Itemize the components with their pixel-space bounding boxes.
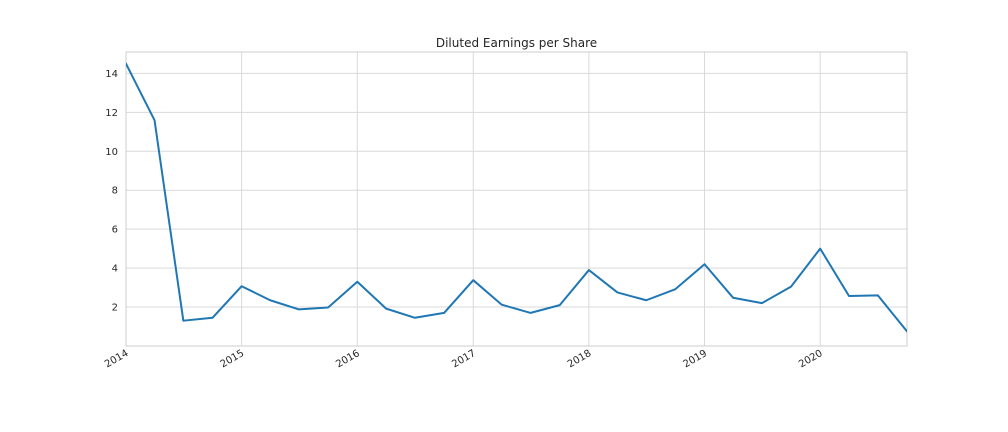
x-tick-label: 2015 [219,348,247,370]
x-tick-label: 2014 [103,348,131,370]
y-tick-label: 6 [112,225,118,236]
y-tick-label: 12 [105,108,118,119]
x-tick-label: 2020 [797,348,825,370]
y-tick-label: 4 [112,264,118,275]
series-line [126,64,907,332]
x-tick-label: 2017 [450,348,478,370]
plot-frame [126,52,907,346]
y-tick-label: 10 [105,147,118,158]
y-axis: 2 4 6 8 10 12 14 [105,69,118,314]
x-tick-label: 2018 [566,348,594,370]
y-tick-label: 2 [112,303,118,314]
x-tick-label: 2016 [334,348,362,370]
y-tick-label: 8 [112,186,118,197]
x-axis: 2014 2015 2016 2017 2018 2019 2020 [103,348,825,370]
x-tick-label: 2019 [681,348,709,370]
y-tick-label: 14 [105,69,118,80]
grid [126,52,907,346]
chart-title: Diluted Earnings per Share [436,36,597,50]
series-layer [126,64,907,332]
